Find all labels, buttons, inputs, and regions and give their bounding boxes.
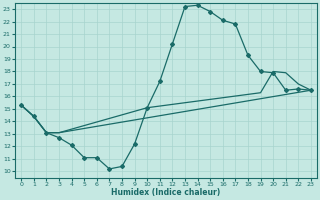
X-axis label: Humidex (Indice chaleur): Humidex (Indice chaleur) [111,188,221,197]
